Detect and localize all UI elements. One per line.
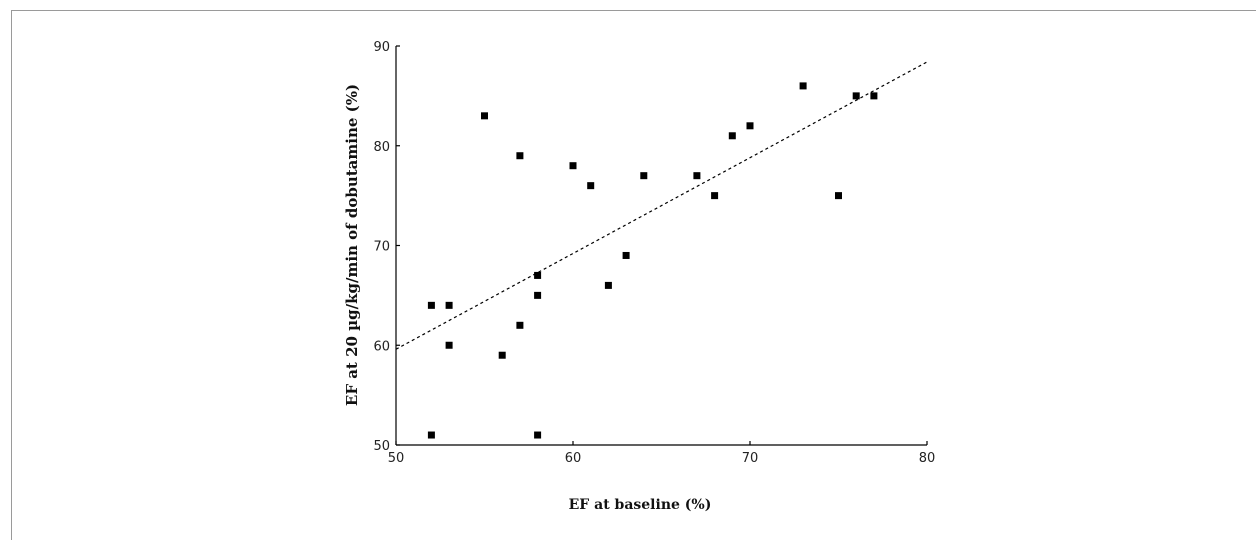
x-tick-label: 50 (388, 451, 405, 466)
y-axis-label: EF at 20 µg/kg/min of dobutamine (%) (343, 84, 361, 406)
data-point (534, 291, 542, 299)
data-point (587, 182, 595, 190)
data-point (728, 132, 736, 140)
y-tick-label: 80 (373, 140, 390, 155)
regression-line (395, 61, 928, 350)
data-point (481, 112, 488, 120)
data-point (622, 251, 630, 259)
data-point (604, 281, 612, 289)
data-point (427, 431, 435, 439)
figure-frame (11, 10, 1256, 540)
x-tick-label: 60 (565, 451, 582, 466)
x-tick-label: 70 (742, 451, 759, 466)
plot-area: 50 60 70 80 50 60 70 80 90 (373, 40, 935, 466)
data-point (870, 92, 878, 100)
data-point (569, 162, 577, 170)
data-point (711, 192, 719, 200)
y-tick-label: 70 (373, 240, 390, 255)
data-point (799, 82, 807, 90)
data-point (445, 341, 453, 349)
data-point (498, 351, 506, 359)
data-point (534, 431, 542, 439)
data-point (693, 172, 701, 180)
data-point (445, 301, 453, 309)
data-point (427, 301, 435, 309)
x-axis-label: EF at baseline (%) (569, 497, 712, 513)
data-point (534, 271, 542, 279)
data-point (746, 122, 754, 130)
data-point (835, 192, 842, 200)
x-tick-label: 80 (919, 451, 936, 466)
y-tick-label: 50 (373, 439, 390, 454)
y-tick-label: 60 (373, 339, 390, 354)
data-point (852, 92, 860, 100)
data-point (516, 321, 524, 329)
data-point (640, 172, 648, 180)
y-tick-label: 90 (373, 40, 390, 55)
data-point (516, 152, 524, 160)
